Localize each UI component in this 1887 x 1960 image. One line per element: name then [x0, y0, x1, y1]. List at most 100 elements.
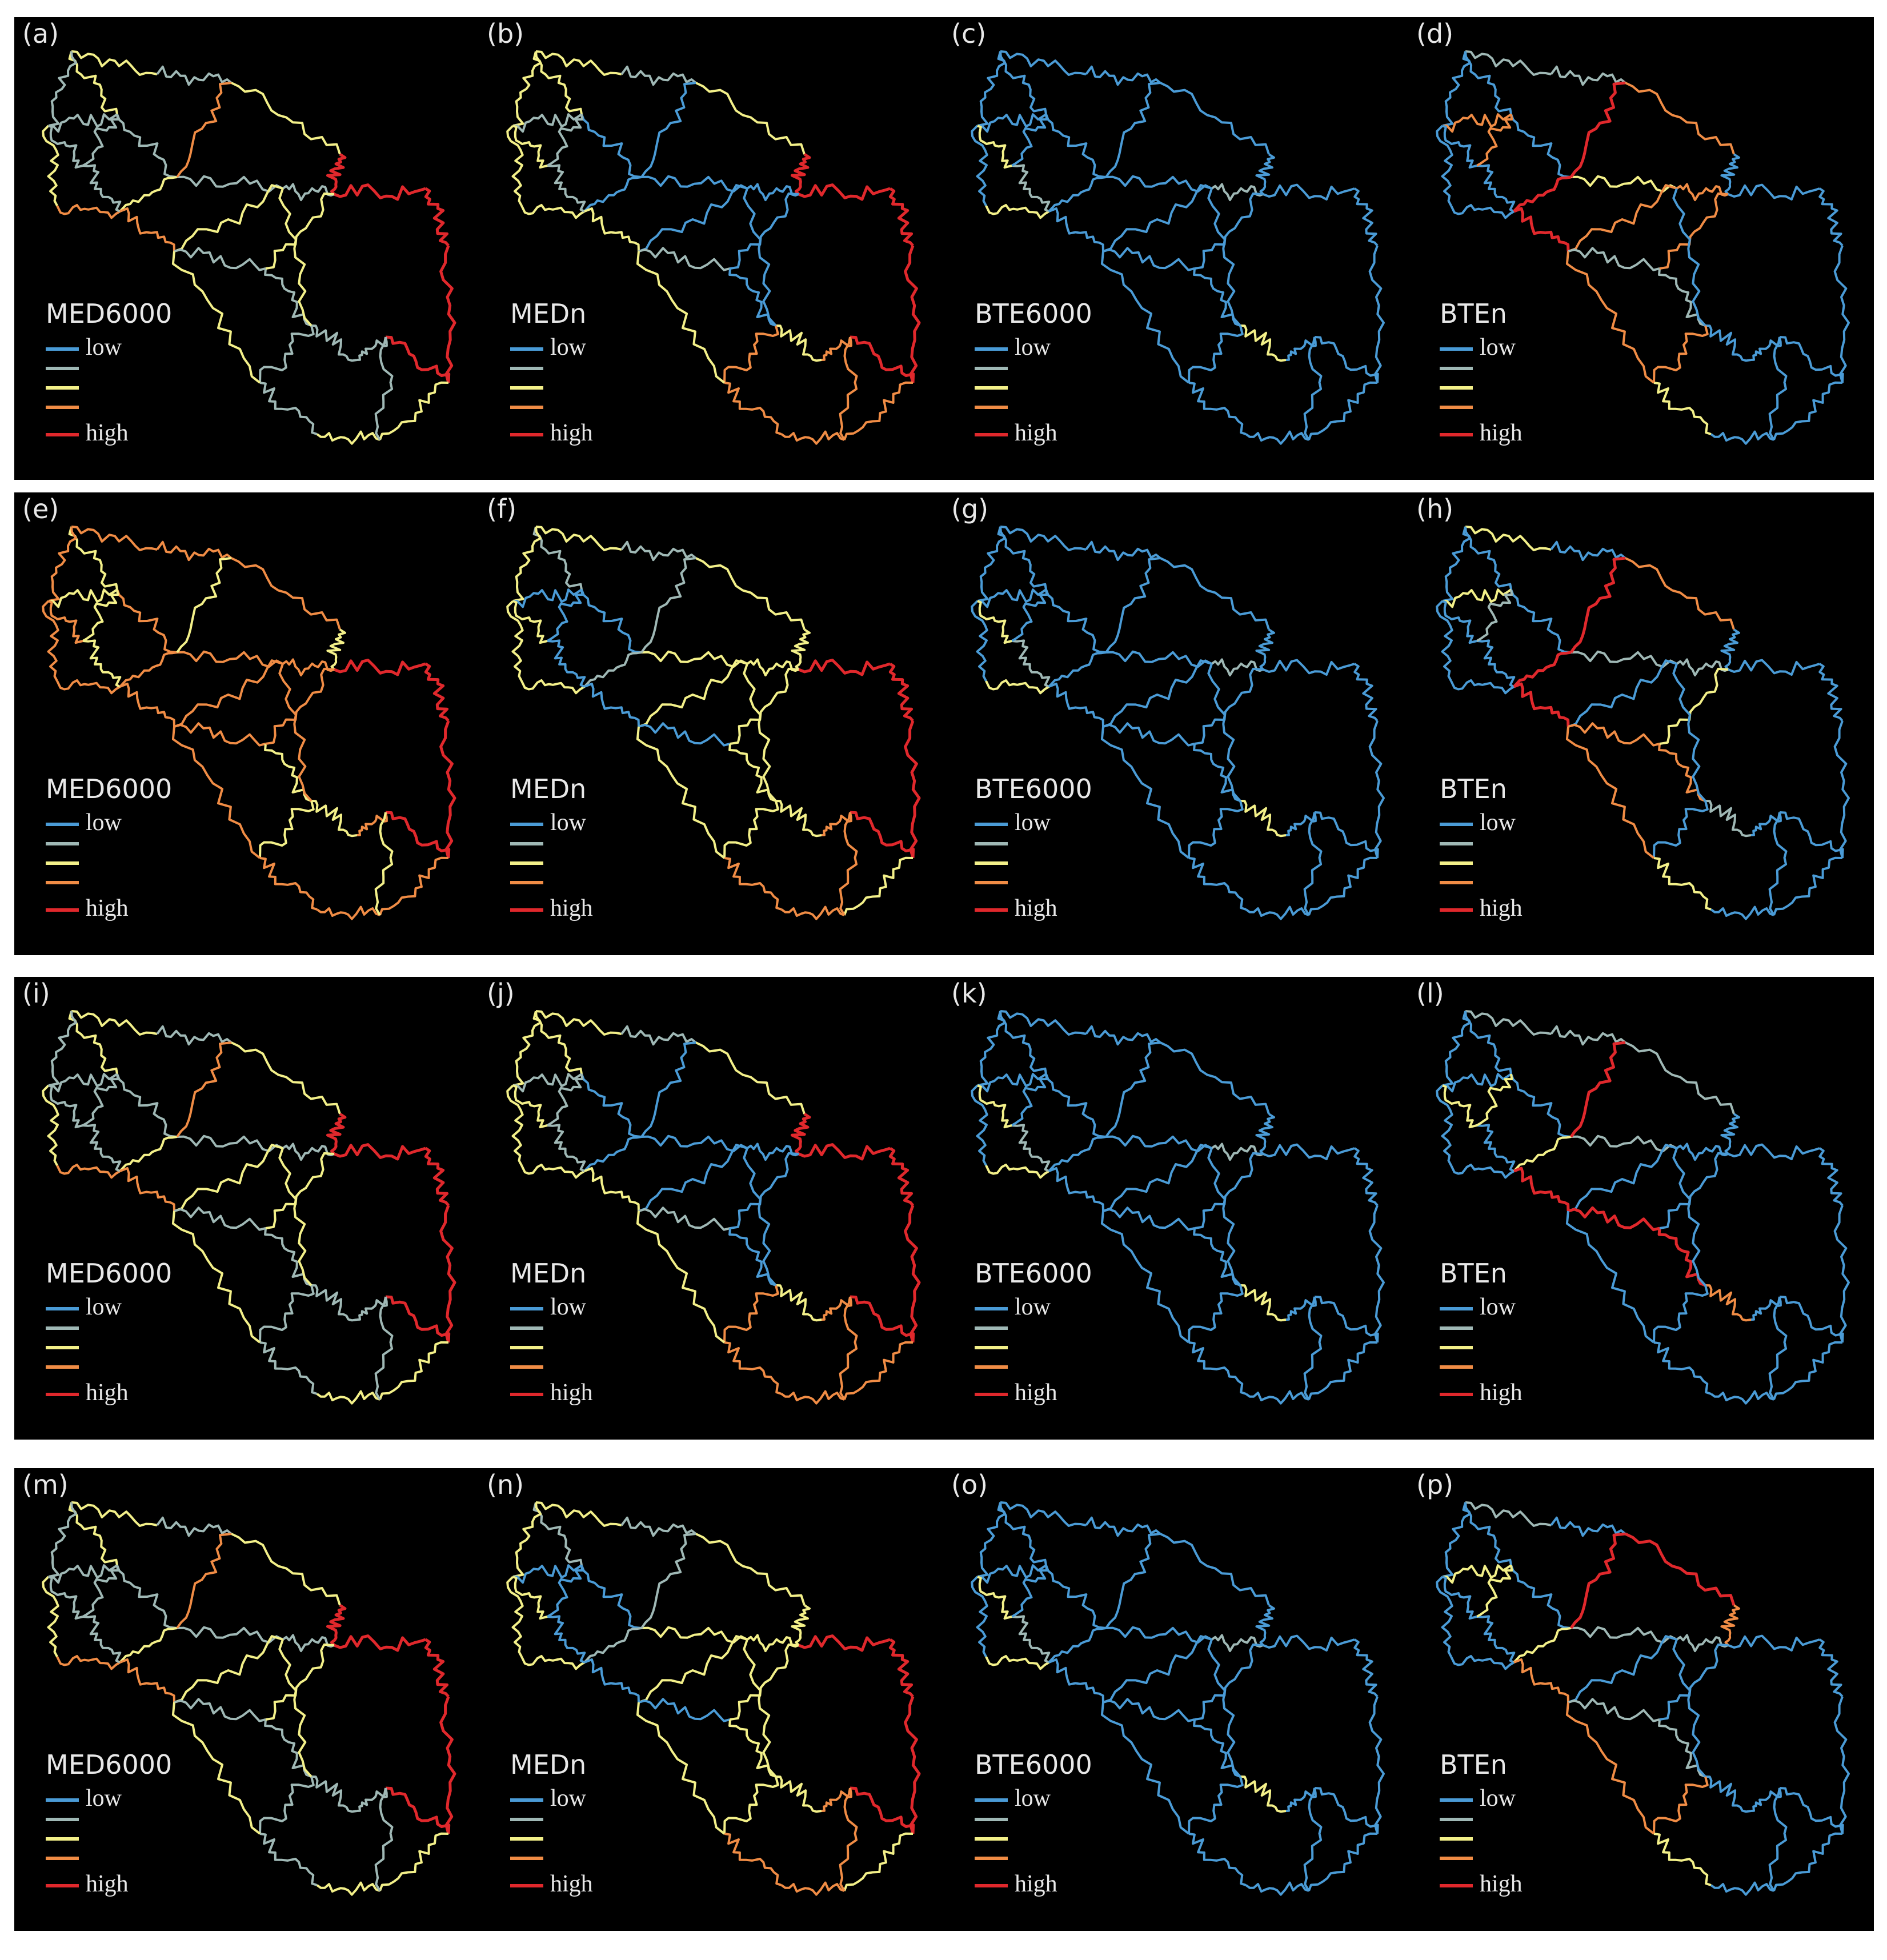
- road-segment: [439, 1696, 456, 1834]
- road-segment: [512, 51, 542, 127]
- road-segment: [1245, 1390, 1309, 1405]
- road-segment: [1255, 628, 1275, 671]
- road-segment: [1818, 187, 1844, 247]
- road-segment: [1513, 1167, 1570, 1212]
- road-segment: [640, 82, 696, 178]
- road-segment: [1672, 1639, 1706, 1778]
- road-segment: [1100, 1211, 1190, 1344]
- road-segment: [1105, 1135, 1212, 1152]
- road-segment: [71, 50, 158, 76]
- panel-label: (c): [951, 18, 987, 49]
- road-segment: [1569, 556, 1626, 654]
- road-segment: [1476, 114, 1513, 167]
- road-segment: [1565, 251, 1655, 384]
- road-segment: [1160, 82, 1270, 155]
- legend-title: BTEn: [1440, 1258, 1507, 1289]
- road-segment: [174, 1635, 283, 1704]
- legend-swatch: [510, 1307, 543, 1310]
- road-segment: [743, 1148, 777, 1286]
- panel-label: (j): [487, 978, 515, 1009]
- legend: low high: [1440, 334, 1588, 446]
- legend-text: low: [1015, 1294, 1051, 1320]
- road-segment: [977, 1502, 1006, 1578]
- road-segment: [535, 50, 622, 76]
- road-segment: [1462, 526, 1512, 590]
- road-segment: [1569, 1041, 1626, 1138]
- map-panel: (g) BTE6000 low high: [943, 492, 1408, 955]
- road-segment: [1442, 1576, 1477, 1620]
- legend-swatch: [1440, 386, 1473, 390]
- road-segment: [1048, 1167, 1104, 1212]
- road-segment: [119, 1136, 178, 1172]
- legend-swatch: [1440, 1837, 1473, 1841]
- road-segment: [42, 1576, 59, 1657]
- panel-label: (m): [22, 1469, 69, 1500]
- panel-label: (o): [951, 1469, 988, 1500]
- road-segment: [334, 659, 426, 676]
- road-segment: [1285, 1296, 1317, 1321]
- road-segment: [723, 1776, 779, 1834]
- legend-text: high: [86, 1380, 129, 1406]
- figure-row: (i) MED6000 low high (j) MEDn low high (k) BTE600…: [14, 977, 1874, 1440]
- legend-swatch: [975, 1818, 1008, 1821]
- road-segment: [231, 557, 341, 630]
- road-segment: [278, 1639, 313, 1778]
- road-segment: [1240, 1775, 1287, 1813]
- legend-title: MED6000: [46, 773, 173, 804]
- road-segment: [641, 1626, 748, 1644]
- road-segment: [1442, 113, 1512, 133]
- road-segment: [1450, 204, 1515, 219]
- road-segment: [119, 1167, 175, 1212]
- road-segment: [1750, 1296, 1782, 1321]
- road-segment: [1550, 1025, 1626, 1046]
- road-segment: [1565, 726, 1655, 859]
- road-segment: [1624, 1532, 1736, 1606]
- road-segment: [1240, 800, 1287, 837]
- road-segment: [985, 1655, 1050, 1670]
- road-segment: [977, 526, 1006, 602]
- road-segment: [326, 1604, 347, 1646]
- road-segment: [1568, 1144, 1677, 1212]
- road-segment: [119, 207, 175, 252]
- road-segment: [780, 1390, 845, 1405]
- road-network-map: [506, 50, 921, 445]
- legend-text: low: [550, 1785, 586, 1811]
- legend-swatch: [510, 1818, 543, 1821]
- road-segment: [977, 1564, 1047, 1584]
- road-segment: [71, 526, 158, 551]
- road-segment: [42, 1084, 59, 1166]
- map-panel: (h) BTEn low high: [1408, 492, 1873, 955]
- road-segment: [1710, 1881, 1774, 1896]
- legend-swatch: [975, 1837, 1008, 1841]
- road-segment: [1779, 1296, 1844, 1343]
- road-segment: [1513, 651, 1572, 688]
- road-segment: [1568, 1635, 1677, 1704]
- road-segment: [1308, 856, 1378, 916]
- road-segment: [1105, 82, 1161, 178]
- legend-swatch: [975, 881, 1008, 884]
- road-segment: [1442, 125, 1477, 169]
- road-segment: [48, 1502, 77, 1578]
- road-segment: [1676, 1143, 1729, 1161]
- road-segment: [695, 82, 806, 155]
- road-segment: [743, 663, 777, 802]
- road-segment: [374, 1296, 394, 1401]
- road-segment: [156, 65, 233, 86]
- map-panel: (a) MED6000 low high: [14, 17, 479, 480]
- road-segment: [1245, 1881, 1309, 1896]
- legend-swatch: [510, 881, 543, 884]
- road-segment: [620, 65, 697, 86]
- legend-title: BTEn: [1440, 1749, 1507, 1780]
- road-segment: [116, 589, 178, 654]
- legend-title: MED6000: [46, 1258, 173, 1289]
- road-segment: [1303, 812, 1323, 916]
- legend-swatch: [975, 433, 1008, 436]
- road-segment: [374, 812, 394, 916]
- map-panel: (i) MED6000 low high: [14, 977, 479, 1440]
- map-panel: (b) MEDn low high: [479, 17, 943, 480]
- legend-title: BTEn: [1440, 773, 1507, 804]
- map-panel: (k) BTE6000 low high: [943, 977, 1408, 1440]
- legend-text: low: [550, 334, 586, 360]
- road-segment: [1303, 336, 1323, 441]
- road-segment: [1625, 1041, 1735, 1115]
